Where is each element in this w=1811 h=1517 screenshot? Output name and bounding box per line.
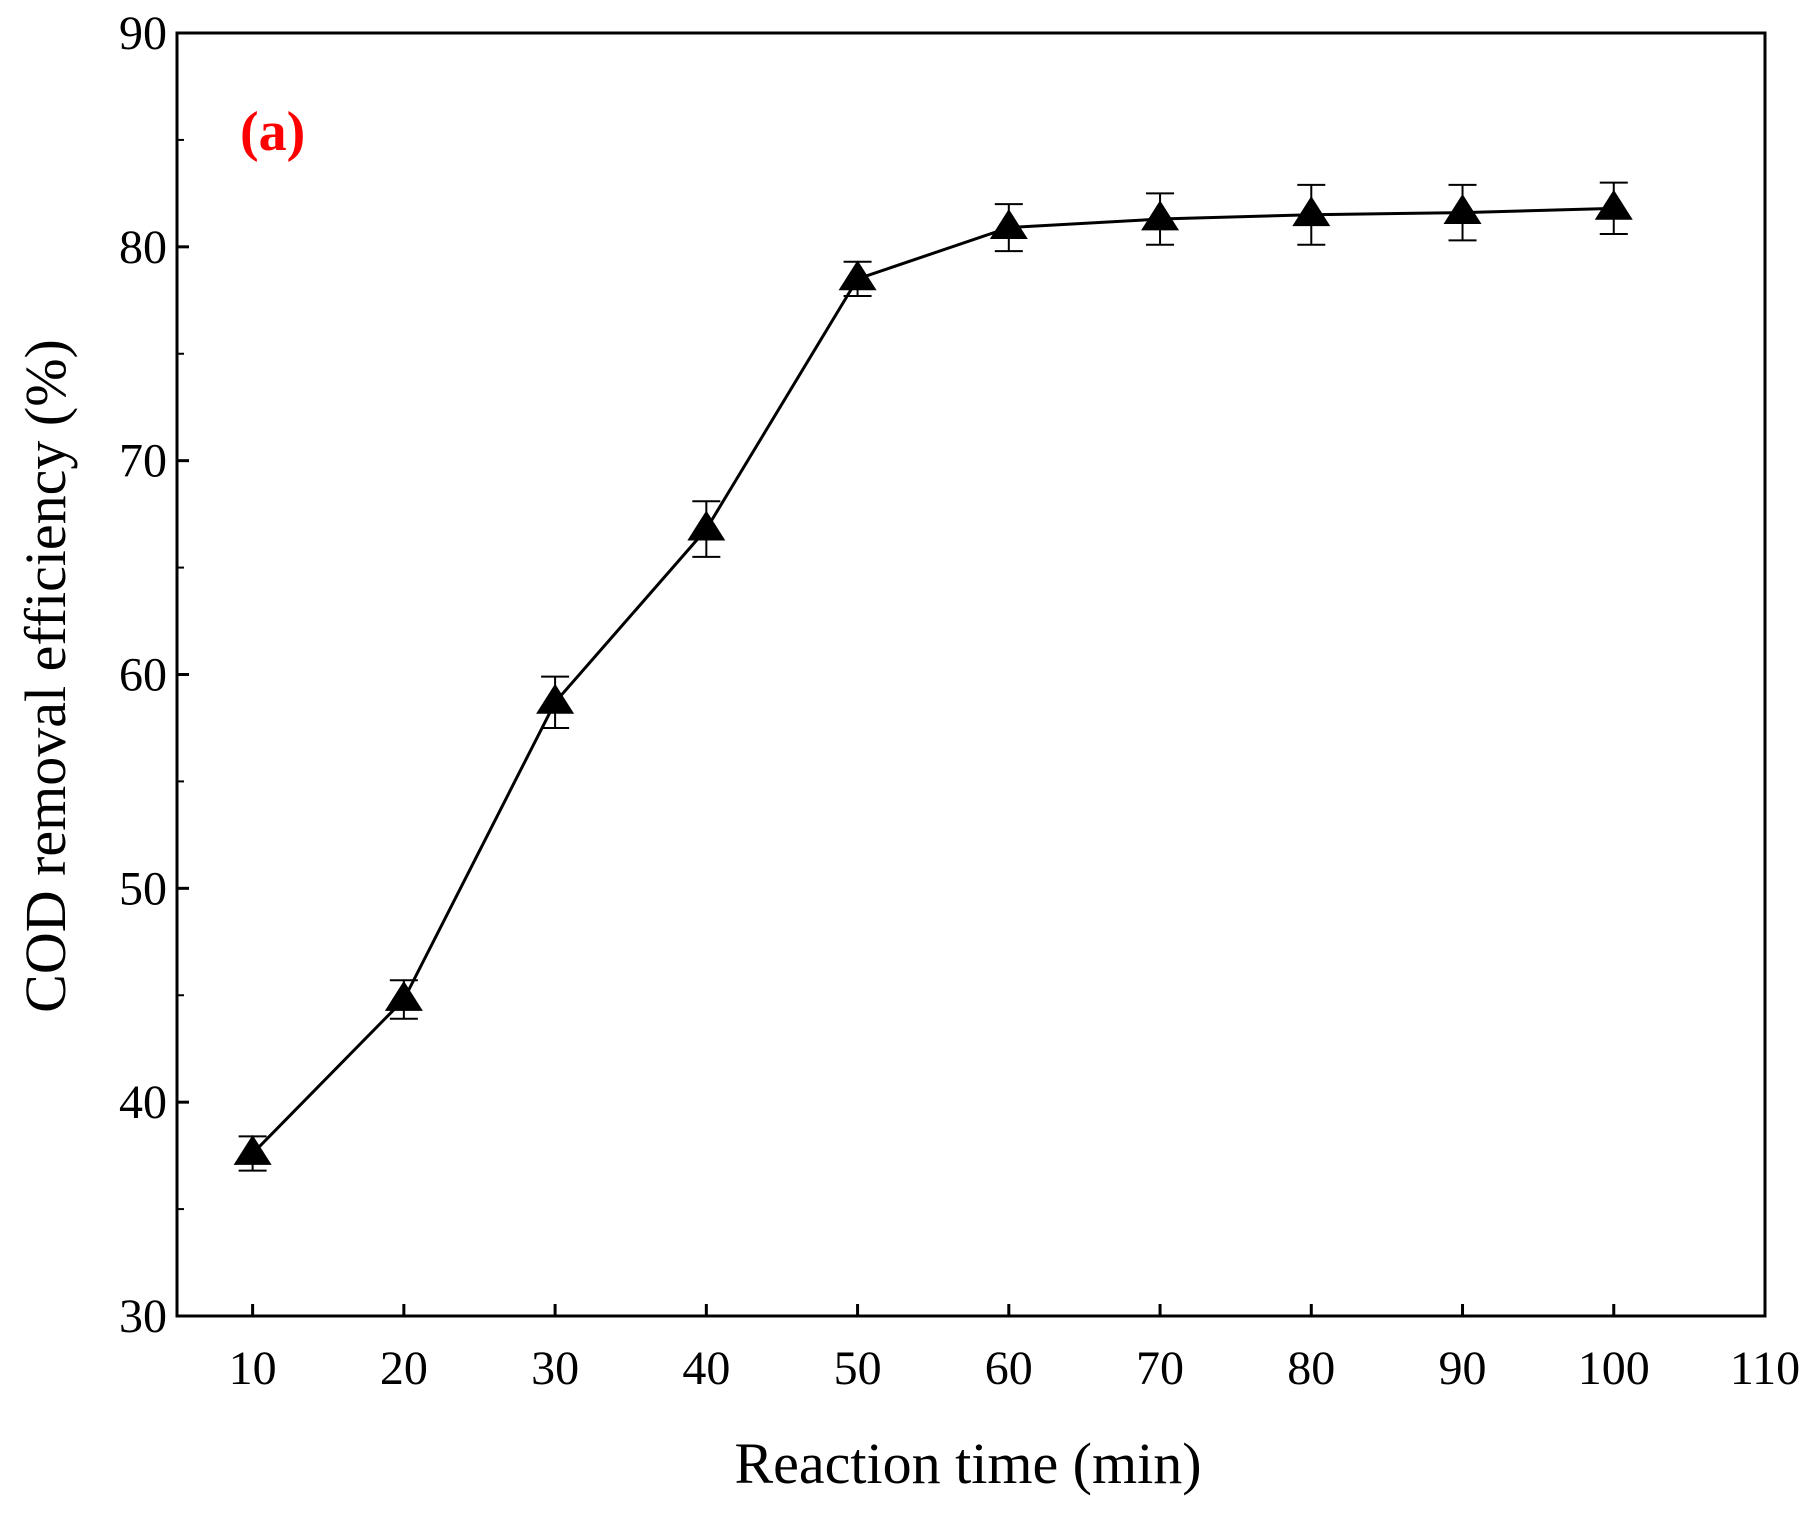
x-tick-label: 30: [531, 1342, 579, 1395]
series-layer: [233, 181, 1633, 1172]
x-tick-label: 40: [682, 1342, 730, 1395]
y-tick-label: 80: [119, 221, 167, 274]
data-point-marker: [1141, 200, 1180, 231]
data-point-marker: [838, 260, 877, 291]
x-tick-label: 100: [1578, 1342, 1650, 1395]
data-point-marker: [536, 683, 575, 714]
data-point-marker: [1292, 196, 1331, 227]
data-point-marker: [687, 510, 726, 541]
y-axis-ticks: 30 40 50 60 70 80 90: [119, 7, 189, 1343]
data-point-marker: [384, 980, 423, 1011]
data-point-marker: [233, 1134, 272, 1165]
y-tick-label: 50: [119, 862, 167, 915]
plot-frame: [175, 31, 1767, 1318]
panel-label: (a): [240, 101, 305, 163]
x-tick-label: 90: [1439, 1342, 1487, 1395]
x-tick-label: 110: [1730, 1342, 1800, 1395]
data-point-marker: [1594, 189, 1633, 220]
y-tick-label: 40: [119, 1076, 167, 1129]
x-tick-label: 80: [1287, 1342, 1335, 1395]
x-tick-label: 60: [985, 1342, 1033, 1395]
y-axis-title: COD removal efficiency (%): [13, 339, 78, 1013]
series-line: [251, 206, 1614, 1155]
y-tick-label: 70: [119, 435, 167, 488]
x-tick-label: 10: [229, 1342, 277, 1395]
x-tick-label: 70: [1136, 1342, 1184, 1395]
x-tick-label: 20: [380, 1342, 428, 1395]
data-point-marker: [1443, 194, 1482, 225]
y-tick-label: 30: [119, 1290, 167, 1343]
x-axis-title: Reaction time (min): [734, 1431, 1201, 1496]
y-tick-label: 90: [119, 7, 167, 60]
x-axis-ticks: 10 20 30 40 50 60 70 80 90 100 110: [229, 1304, 1800, 1395]
data-point-marker: [989, 208, 1028, 239]
x-tick-label: 50: [834, 1342, 882, 1395]
y-tick-label: 60: [119, 649, 167, 702]
